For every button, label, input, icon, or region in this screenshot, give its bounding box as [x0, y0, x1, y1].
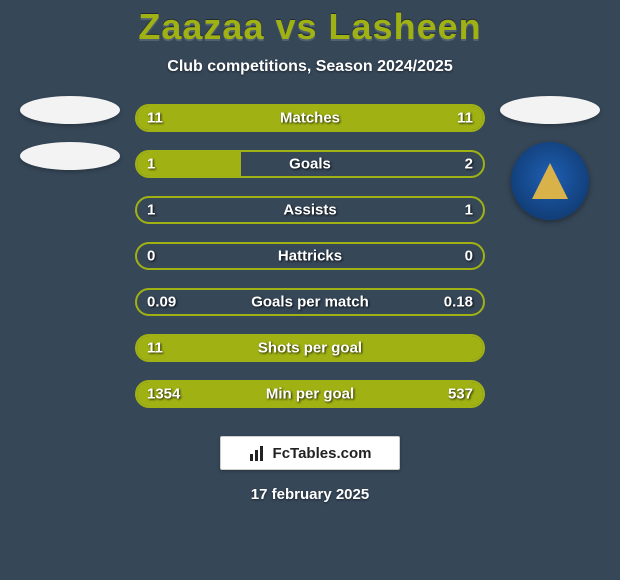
stat-row: 1 Assists 1 — [135, 196, 485, 224]
pyramids-fc-logo — [511, 142, 589, 220]
chart-icon — [249, 444, 267, 462]
stat-value-right: 0.18 — [444, 294, 473, 311]
stat-row: 0.09 Goals per match 0.18 — [135, 288, 485, 316]
vs-text: vs — [275, 6, 317, 47]
stat-value-right: 537 — [448, 386, 473, 403]
stat-row: 11 Shots per goal — [135, 334, 485, 362]
stat-value-right: 11 — [457, 110, 473, 127]
stat-value-left: 0.09 — [147, 294, 176, 311]
stat-label: Assists — [283, 202, 336, 219]
right-team-logos — [500, 96, 600, 220]
stat-row: 0 Hattricks 0 — [135, 242, 485, 270]
player2-name: Lasheen — [329, 6, 482, 47]
stat-value-left: 1354 — [147, 386, 180, 403]
comparison-chart: 11Matches111Goals21Assists10Hattricks00.… — [0, 104, 620, 408]
stat-row: 1 Goals 2 — [135, 150, 485, 178]
stat-value-left: 11 — [147, 340, 163, 357]
stat-value-left: 11 — [147, 110, 163, 127]
stat-row: 1354 Min per goal 537 — [135, 380, 485, 408]
left-team-logos — [20, 96, 120, 170]
stat-label: Hattricks — [278, 248, 342, 265]
stat-label: Goals — [289, 156, 331, 173]
stat-value-right: 2 — [465, 156, 473, 173]
fctables-logo: FcTables.com — [220, 436, 400, 470]
stat-value-right: 1 — [465, 202, 473, 219]
subtitle: Club competitions, Season 2024/2025 — [0, 58, 620, 76]
stat-label: Goals per match — [251, 294, 369, 311]
stat-bars-container: 11Matches111Goals21Assists10Hattricks00.… — [135, 104, 485, 408]
team-logo-placeholder — [20, 96, 120, 124]
stat-label: Matches — [280, 110, 340, 127]
stat-row: 11 Matches 11 — [135, 104, 485, 132]
stat-value-left: 1 — [147, 202, 155, 219]
stat-label: Min per goal — [266, 386, 354, 403]
stat-value-left: 0 — [147, 248, 155, 265]
stat-label: Shots per goal — [258, 340, 362, 357]
comparison-title: Zaazaa vs Lasheen — [0, 0, 620, 48]
date-text: 17 february 2025 — [0, 486, 620, 503]
stat-value-left: 1 — [147, 156, 155, 173]
team-logo-placeholder — [500, 96, 600, 124]
stat-value-right: 0 — [465, 248, 473, 265]
team-logo-placeholder — [20, 142, 120, 170]
fctables-text: FcTables.com — [273, 445, 372, 462]
player1-name: Zaazaa — [138, 6, 264, 47]
